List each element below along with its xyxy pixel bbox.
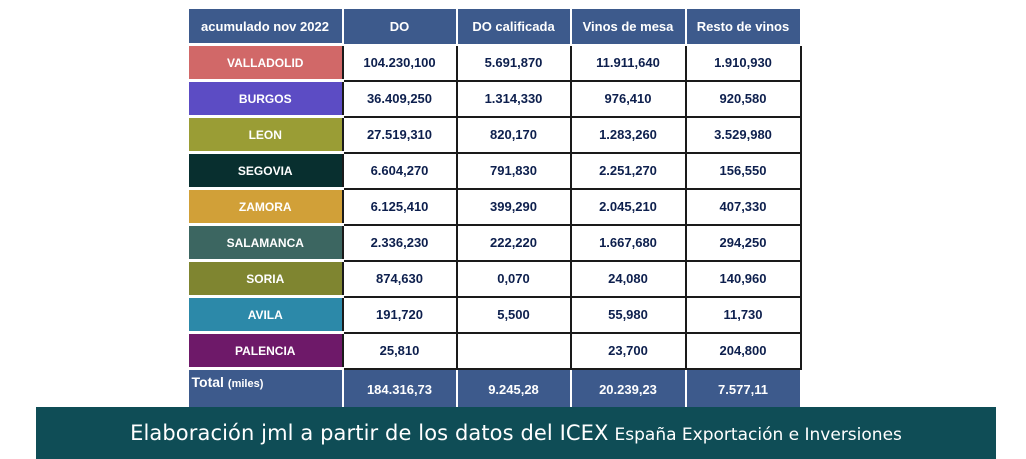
value-cell: 3.529,980 <box>685 116 802 154</box>
header-period: acumulado nov 2022 <box>186 7 344 46</box>
value-cell: 11.911,640 <box>570 44 687 82</box>
value-cell <box>456 332 572 370</box>
value-cell: 0,070 <box>456 260 572 298</box>
value-cell: 2.045,210 <box>570 188 687 226</box>
wine-data-table-container: acumulado nov 2022 DO DO calificada Vino… <box>186 7 802 412</box>
total-value-cell: 20.239,23 <box>569 367 687 412</box>
source-footer-banner: Elaboración jml a partir de los datos de… <box>36 407 996 459</box>
value-cell: 399,290 <box>456 188 572 226</box>
header-vinos-de-mesa: Vinos de mesa <box>569 7 687 46</box>
value-cell: 23,700 <box>570 332 687 370</box>
region-cell: PALENCIA <box>186 331 344 370</box>
region-cell: SEGOVIA <box>186 151 344 190</box>
region-cell: SORIA <box>186 259 344 298</box>
total-label: Total <box>191 374 224 390</box>
table-row: ZAMORA 6.125,410 399,290 2.045,210 407,3… <box>186 187 802 226</box>
header-do-calificada: DO calificada <box>455 7 572 46</box>
value-cell: 5,500 <box>456 296 572 334</box>
table-row: SEGOVIA 6.604,270 791,830 2.251,270 156,… <box>186 151 802 190</box>
source-credit-text: Elaboración jml a partir de los datos de… <box>130 421 609 445</box>
value-cell: 222,220 <box>456 224 572 262</box>
value-cell: 1.667,680 <box>570 224 687 262</box>
value-cell: 2.336,230 <box>342 224 458 262</box>
table-row: BURGOS 36.409,250 1.314,330 976,410 920,… <box>186 79 802 118</box>
value-cell: 156,550 <box>685 152 802 190</box>
value-cell: 36.409,250 <box>342 80 458 118</box>
header-resto-de-vinos: Resto de vinos <box>684 7 802 46</box>
value-cell: 11,730 <box>685 296 802 334</box>
total-unit: (miles) <box>227 378 264 390</box>
value-cell: 27.519,310 <box>342 116 458 154</box>
value-cell: 1.910,930 <box>685 44 802 82</box>
region-cell: SALAMANCA <box>186 223 344 262</box>
value-cell: 55,980 <box>570 296 687 334</box>
region-cell: ZAMORA <box>186 187 344 226</box>
value-cell: 6.604,270 <box>342 152 458 190</box>
value-cell: 874,630 <box>342 260 458 298</box>
region-cell: LEON <box>186 115 344 154</box>
header-do: DO <box>341 7 458 46</box>
total-row: Total (miles) 184.316,73 9.245,28 20.239,… <box>186 367 802 412</box>
region-cell: BURGOS <box>186 79 344 118</box>
value-cell: 294,250 <box>685 224 802 262</box>
value-cell: 976,410 <box>570 80 687 118</box>
wine-data-table: acumulado nov 2022 DO DO calificada Vino… <box>186 7 802 412</box>
total-value-cell: 7.577,11 <box>684 367 802 412</box>
value-cell: 25,810 <box>342 332 458 370</box>
table-row: AVILA 191,720 5,500 55,980 11,730 <box>186 295 802 334</box>
total-value-cell: 9.245,28 <box>455 367 572 412</box>
table-row: PALENCIA 25,810 23,700 204,800 <box>186 331 802 370</box>
region-cell: AVILA <box>186 295 344 334</box>
value-cell: 104.230,100 <box>342 44 458 82</box>
value-cell: 1.283,260 <box>570 116 687 154</box>
table-row: LEON 27.519,310 820,170 1.283,260 3.529,… <box>186 115 802 154</box>
value-cell: 204,800 <box>685 332 802 370</box>
table-header-row: acumulado nov 2022 DO DO calificada Vino… <box>186 7 802 46</box>
total-label-cell: Total (miles) <box>186 367 344 412</box>
value-cell: 820,170 <box>456 116 572 154</box>
table-row: SORIA 874,630 0,070 24,080 140,960 <box>186 259 802 298</box>
table-row: VALLADOLID 104.230,100 5.691,870 11.911,… <box>186 43 802 82</box>
value-cell: 1.314,330 <box>456 80 572 118</box>
value-cell: 191,720 <box>342 296 458 334</box>
value-cell: 920,580 <box>685 80 802 118</box>
value-cell: 5.691,870 <box>456 44 572 82</box>
value-cell: 791,830 <box>456 152 572 190</box>
total-value-cell: 184.316,73 <box>341 367 458 412</box>
value-cell: 6.125,410 <box>342 188 458 226</box>
value-cell: 140,960 <box>685 260 802 298</box>
value-cell: 407,330 <box>685 188 802 226</box>
value-cell: 2.251,270 <box>570 152 687 190</box>
value-cell: 24,080 <box>570 260 687 298</box>
region-cell: VALLADOLID <box>186 43 344 82</box>
table-row: SALAMANCA 2.336,230 222,220 1.667,680 29… <box>186 223 802 262</box>
source-organization-text: España Exportación e Inversiones <box>614 424 902 445</box>
